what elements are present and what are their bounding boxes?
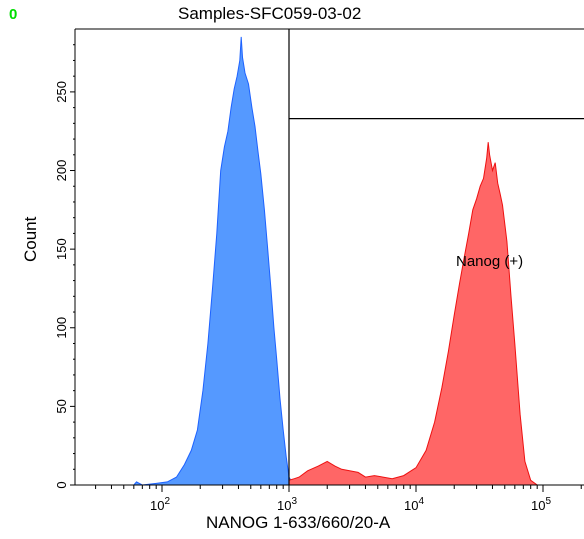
x-tick-label: 103 [277, 496, 297, 513]
x-tick-label: 104 [404, 496, 424, 513]
corner-label: 0 [9, 6, 18, 23]
histogram-series-1 [288, 142, 539, 486]
y-tick-label: 0 [54, 481, 69, 488]
y-tick-label: 100 [54, 317, 69, 339]
histogram-series-0 [132, 36, 296, 486]
x-tick-label: 102 [150, 496, 170, 513]
y-tick-label: 250 [54, 81, 69, 103]
gate-label: Nanog (+) [456, 253, 523, 270]
y-tick-label: 200 [54, 160, 69, 182]
x-axis-label: NANOG 1-633/660/20-A [206, 513, 391, 532]
y-tick-label: 50 [54, 399, 69, 413]
y-tick-label: 150 [54, 238, 69, 260]
chart-title: Samples-SFC059-03-02 [178, 4, 362, 23]
x-tick-label: 105 [531, 496, 551, 513]
